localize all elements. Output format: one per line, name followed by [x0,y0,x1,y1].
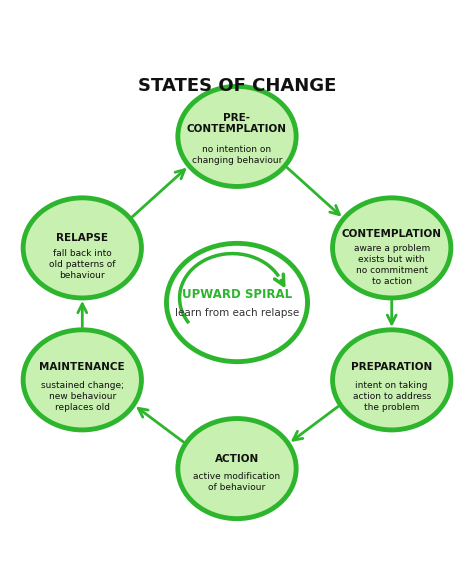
Text: PREPARATION: PREPARATION [351,362,432,372]
Text: intent on taking
action to address
the problem: intent on taking action to address the p… [353,381,431,412]
Ellipse shape [178,418,296,519]
Ellipse shape [333,198,451,298]
Text: active modification
of behaviour: active modification of behaviour [193,472,281,492]
Text: STATES OF CHANGE: STATES OF CHANGE [138,77,336,95]
Ellipse shape [333,330,451,430]
Ellipse shape [178,87,296,187]
Ellipse shape [23,330,141,430]
Text: PRE-
CONTEMPLATION: PRE- CONTEMPLATION [187,113,287,134]
Text: fall back into
old patterns of
behaviour: fall back into old patterns of behaviour [49,249,116,280]
Text: no intention on
changing behaviour: no intention on changing behaviour [192,145,282,164]
Text: learn from each relapse: learn from each relapse [175,307,299,318]
Text: CONTEMPLATION: CONTEMPLATION [342,229,442,239]
Text: MAINTENANCE: MAINTENANCE [39,362,125,372]
Text: sustained change;
new behaviour
replaces old: sustained change; new behaviour replaces… [41,381,124,412]
Ellipse shape [166,243,308,361]
Ellipse shape [23,198,141,298]
Text: RELAPSE: RELAPSE [56,233,108,243]
Text: ACTION: ACTION [215,454,259,464]
Text: aware a problem
exists but with
no commitment
to action: aware a problem exists but with no commi… [354,244,430,286]
Text: UPWARD SPIRAL: UPWARD SPIRAL [182,288,292,301]
